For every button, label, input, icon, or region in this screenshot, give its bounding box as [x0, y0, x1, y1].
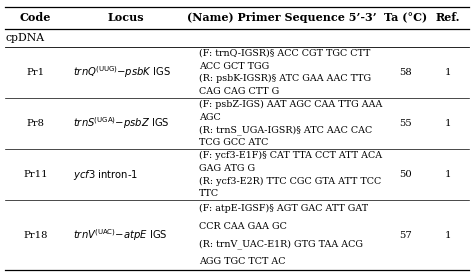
Text: (F: atpE-IGSF)§ AGT GAC ATT GAT: (F: atpE-IGSF)§ AGT GAC ATT GAT	[199, 204, 368, 213]
Text: cpDNA: cpDNA	[6, 33, 45, 43]
Text: (R: trnV_UAC-E1R) GTG TAA ACG: (R: trnV_UAC-E1R) GTG TAA ACG	[199, 239, 363, 249]
Text: $\it{trn}$$\it{V}$$^{\rm{(UAC)}}$$\it{-atp}$$\it{E}$ IGS: $\it{trn}$$\it{V}$$^{\rm{(UAC)}}$$\it{-a…	[73, 227, 168, 243]
Text: 57: 57	[399, 231, 411, 240]
Text: Ta (°C): Ta (°C)	[384, 12, 427, 23]
Text: Pr11: Pr11	[23, 170, 48, 179]
Text: (F: ycf3-E1F)§ CAT TTA CCT ATT ACA: (F: ycf3-E1F)§ CAT TTA CCT ATT ACA	[199, 151, 382, 160]
Text: (R: psbK-IGSR)§ ATC GAA AAC TTG: (R: psbK-IGSR)§ ATC GAA AAC TTG	[199, 74, 371, 83]
Text: CAG CAG CTT G: CAG CAG CTT G	[199, 87, 279, 96]
Text: AGG TGC TCT AC: AGG TGC TCT AC	[199, 257, 285, 266]
Text: Pr8: Pr8	[27, 119, 45, 128]
Text: (F: psbZ-IGS) AAT AGC CAA TTG AAA: (F: psbZ-IGS) AAT AGC CAA TTG AAA	[199, 100, 383, 109]
Text: (R: trnS_UGA-IGSR)§ ATC AAC CAC: (R: trnS_UGA-IGSR)§ ATC AAC CAC	[199, 125, 373, 135]
Text: 1: 1	[445, 68, 451, 77]
Text: $\it{ycf3}$ intron-1: $\it{ycf3}$ intron-1	[73, 168, 139, 182]
Text: Ref.: Ref.	[436, 12, 460, 23]
Text: GAG ATG G: GAG ATG G	[199, 164, 255, 173]
Text: 58: 58	[399, 68, 411, 77]
Text: Pr18: Pr18	[23, 231, 48, 240]
Text: 1: 1	[445, 119, 451, 128]
Text: 1: 1	[445, 170, 451, 179]
Text: 55: 55	[399, 119, 411, 128]
Text: (R: ycf3-E2R) TTC CGC GTA ATT TCC: (R: ycf3-E2R) TTC CGC GTA ATT TCC	[199, 176, 381, 185]
Text: Pr1: Pr1	[27, 68, 45, 77]
Text: 1: 1	[445, 231, 451, 240]
Text: TCG GCC ATC: TCG GCC ATC	[199, 138, 268, 147]
Text: Code: Code	[20, 12, 51, 23]
Text: CCR CAA GAA GC: CCR CAA GAA GC	[199, 222, 287, 231]
Text: $\it{trn}$$\it{S}$$^{\rm{(UGA)}}$$\it{-psb}$$\it{Z}$ IGS: $\it{trn}$$\it{S}$$^{\rm{(UGA)}}$$\it{-p…	[73, 116, 170, 131]
Text: 50: 50	[399, 170, 411, 179]
Text: (F: trnQ-IGSR)§ ACC CGT TGC CTT: (F: trnQ-IGSR)§ ACC CGT TGC CTT	[199, 49, 371, 58]
Text: ACC GCT TGG: ACC GCT TGG	[199, 62, 269, 71]
Text: TTC: TTC	[199, 189, 219, 198]
Text: $\it{trn}$$\it{Q}$$^{\rm{(UUG)}}$$\it{-psb}$$\it{K}$ IGS: $\it{trn}$$\it{Q}$$^{\rm{(UUG)}}$$\it{-p…	[73, 65, 172, 80]
Text: Locus: Locus	[107, 12, 144, 23]
Text: (Name) Primer Sequence 5’-3’: (Name) Primer Sequence 5’-3’	[187, 12, 377, 23]
Text: AGC: AGC	[199, 113, 221, 122]
